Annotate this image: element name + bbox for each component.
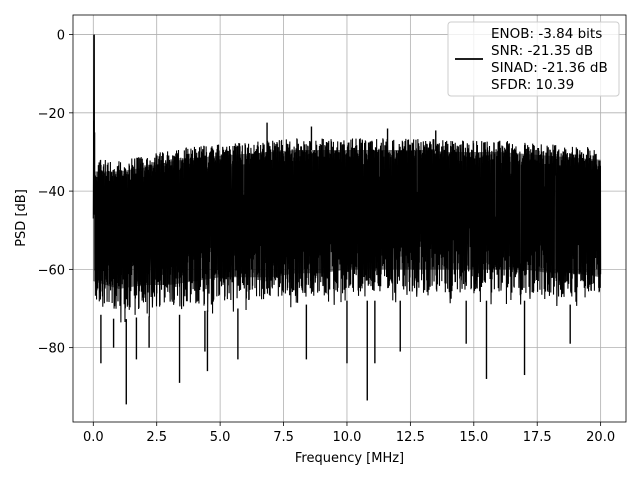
x-tick-label: 12.5 [396, 430, 425, 445]
y-tick-label: −20 [38, 107, 65, 122]
y-axis-ticks: 0 −20 −40 −60 −80 [38, 29, 73, 357]
y-tick-label: −40 [38, 185, 65, 200]
legend-entry-line: SINAD: -21.36 dB [491, 60, 608, 76]
x-tick-label: 5.0 [210, 430, 231, 445]
legend-entry-line: SFDR: 10.39 [491, 77, 574, 93]
legend-entry-line: ENOB: -3.84 bits [491, 26, 602, 42]
y-tick-label: −60 [38, 263, 65, 278]
x-tick-label: 17.5 [523, 430, 552, 445]
x-axis-ticks: 0.0 2.5 5.0 7.5 10.0 12.5 15.0 17.5 20.0 [83, 422, 615, 445]
legend-entry-line: SNR: -21.35 dB [491, 43, 593, 59]
plot-area-frame [72, 14, 627, 423]
legend-box [447, 21, 620, 97]
y-axis-label: PSD [dB] [14, 189, 29, 247]
x-tick-label: 20.0 [586, 430, 615, 445]
x-tick-label: 15.0 [459, 430, 488, 445]
plot-series-group [92, 34, 602, 405]
y-tick-label: −80 [38, 342, 65, 357]
x-axis-label: Frequency [MHz] [295, 451, 404, 466]
x-tick-label: 7.5 [273, 430, 294, 445]
x-tick-label: 2.5 [146, 430, 167, 445]
x-tick-label: 0.0 [83, 430, 104, 445]
y-tick-label: 0 [57, 29, 65, 44]
x-tick-label: 10.0 [332, 430, 361, 445]
psd-noise-band [93, 150, 601, 289]
